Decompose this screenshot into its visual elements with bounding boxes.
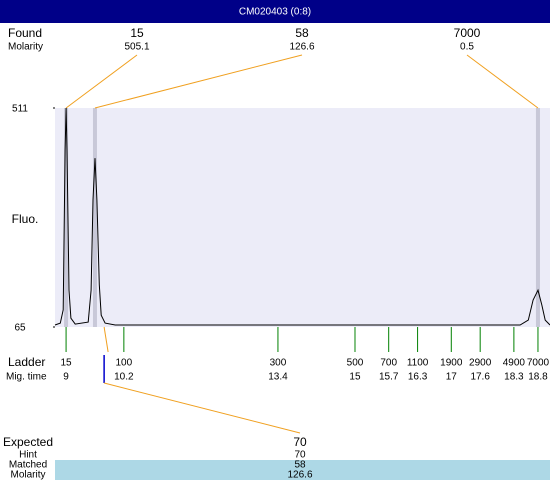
- expected-hint: 70: [294, 450, 306, 461]
- ladder-time: 17: [446, 372, 458, 383]
- found-molarity: 505.1: [124, 42, 149, 53]
- y-tick-label: 511: [12, 104, 28, 115]
- ladder-time: 13.4: [268, 372, 288, 383]
- y-axis-label: Fluo.: [12, 212, 39, 226]
- peak-band: [535, 108, 540, 327]
- ladder-size: 1100: [407, 358, 429, 369]
- ladder-time: 18.3: [504, 372, 524, 383]
- mig-time-label: Mig. time: [6, 372, 47, 383]
- matched-label: Matched: [9, 460, 47, 471]
- ladder-size: 2900: [469, 358, 492, 369]
- ladder-size: 700: [380, 358, 397, 369]
- ladder-time: 16.3: [408, 372, 428, 383]
- y-tick-label: 65: [14, 323, 26, 334]
- ladder-time: 17.6: [470, 372, 490, 383]
- found-molarity: 0.5: [460, 42, 474, 53]
- expected-connector: [103, 382, 301, 434]
- ladder-size: 1900: [440, 358, 463, 369]
- hint-label: Hint: [19, 450, 37, 461]
- ladder-size: 7000: [527, 358, 550, 369]
- ladder-time: 15.7: [379, 372, 399, 383]
- found-size: 15: [130, 26, 144, 40]
- ladder-time: 15: [349, 372, 361, 383]
- found-connector: [466, 54, 539, 109]
- ladder-label: Ladder: [8, 355, 45, 369]
- plot-area: [55, 108, 550, 327]
- found-molarity: 126.6: [289, 42, 314, 53]
- found-connector: [65, 54, 138, 109]
- found-size: 58: [295, 26, 309, 40]
- found-molarity-label: Molarity: [8, 42, 43, 53]
- trace: [54, 107, 550, 326]
- peak-band: [64, 108, 69, 327]
- found-connector: [94, 54, 303, 109]
- expected-size: 70: [293, 435, 307, 449]
- ladder-size: 100: [116, 358, 133, 369]
- matched-band: [55, 460, 550, 480]
- expected-molarity-label: Molarity: [10, 470, 45, 480]
- ladder-time: 9: [63, 372, 69, 383]
- ladder-size: 4900: [503, 358, 526, 369]
- found-label: Found: [8, 26, 42, 40]
- expected-matched: 58: [294, 460, 306, 471]
- expected-label: Expected: [3, 435, 53, 449]
- found-size: 7000: [454, 26, 481, 40]
- ladder-size: 15: [61, 358, 73, 369]
- ladder-size: 300: [270, 358, 287, 369]
- title-bar: [0, 0, 550, 23]
- ladder-time: 10.2: [114, 372, 134, 383]
- expected-molarity: 126.6: [287, 470, 312, 480]
- expected-bracket: [103, 326, 109, 353]
- window-title: CM020403 (0:8): [239, 7, 311, 18]
- ladder-size: 500: [347, 358, 364, 369]
- peak-band: [92, 108, 97, 327]
- ladder-time: 18.8: [528, 372, 548, 383]
